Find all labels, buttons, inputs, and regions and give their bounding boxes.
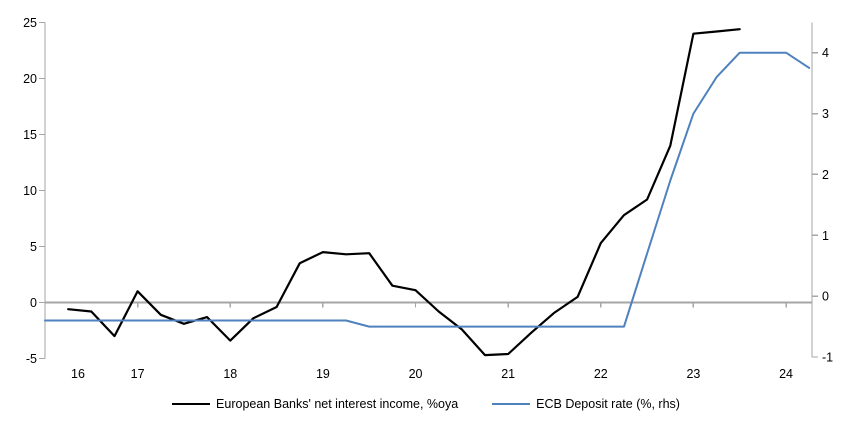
left-axis-tick-label: -5 bbox=[26, 352, 37, 366]
x-axis-tick-label: 21 bbox=[501, 367, 515, 381]
left-axis-tick-label: 25 bbox=[23, 16, 37, 30]
chart-legend: European Banks' net interest income, %oy… bbox=[0, 392, 852, 416]
legend-item-ecb: ECB Deposit rate (%, rhs) bbox=[492, 397, 680, 411]
left-axis-tick-label: 15 bbox=[23, 128, 37, 142]
left-axis-tick-label: 10 bbox=[23, 184, 37, 198]
legend-label-ecb: ECB Deposit rate (%, rhs) bbox=[536, 397, 680, 411]
x-axis-tick-label: 20 bbox=[409, 367, 423, 381]
x-axis-tick-label: 17 bbox=[131, 367, 145, 381]
right-axis-tick-label: 1 bbox=[822, 229, 829, 243]
right-axis-tick-label: 0 bbox=[822, 290, 829, 304]
left-axis-tick-label: 5 bbox=[30, 240, 37, 254]
x-axis-tick-label: 22 bbox=[594, 367, 608, 381]
nii-line-sample-icon bbox=[172, 403, 211, 405]
legend-label-nii: European Banks' net interest income, %oy… bbox=[216, 397, 459, 411]
x-axis-tick-label: 16 bbox=[71, 367, 85, 381]
right-axis-tick-label: 3 bbox=[822, 107, 829, 121]
left-axis-tick-label: 20 bbox=[23, 72, 37, 86]
legend-item-nii: European Banks' net interest income, %oy… bbox=[172, 397, 458, 411]
x-axis-tick-label: 19 bbox=[316, 367, 330, 381]
right-axis-tick-label: -1 bbox=[822, 351, 833, 365]
x-axis-tick-label: 24 bbox=[779, 367, 793, 381]
x-axis-tick-label: 23 bbox=[686, 367, 700, 381]
ecb-line-sample-icon bbox=[492, 403, 531, 405]
nii-series-line bbox=[67, 28, 741, 357]
right-axis-tick-label: 4 bbox=[822, 46, 829, 60]
right-axis-tick-label: 2 bbox=[822, 168, 829, 182]
x-axis-tick-label: 18 bbox=[223, 367, 237, 381]
ecb-series-line bbox=[44, 51, 811, 328]
left-axis-tick-label: 0 bbox=[30, 296, 37, 310]
